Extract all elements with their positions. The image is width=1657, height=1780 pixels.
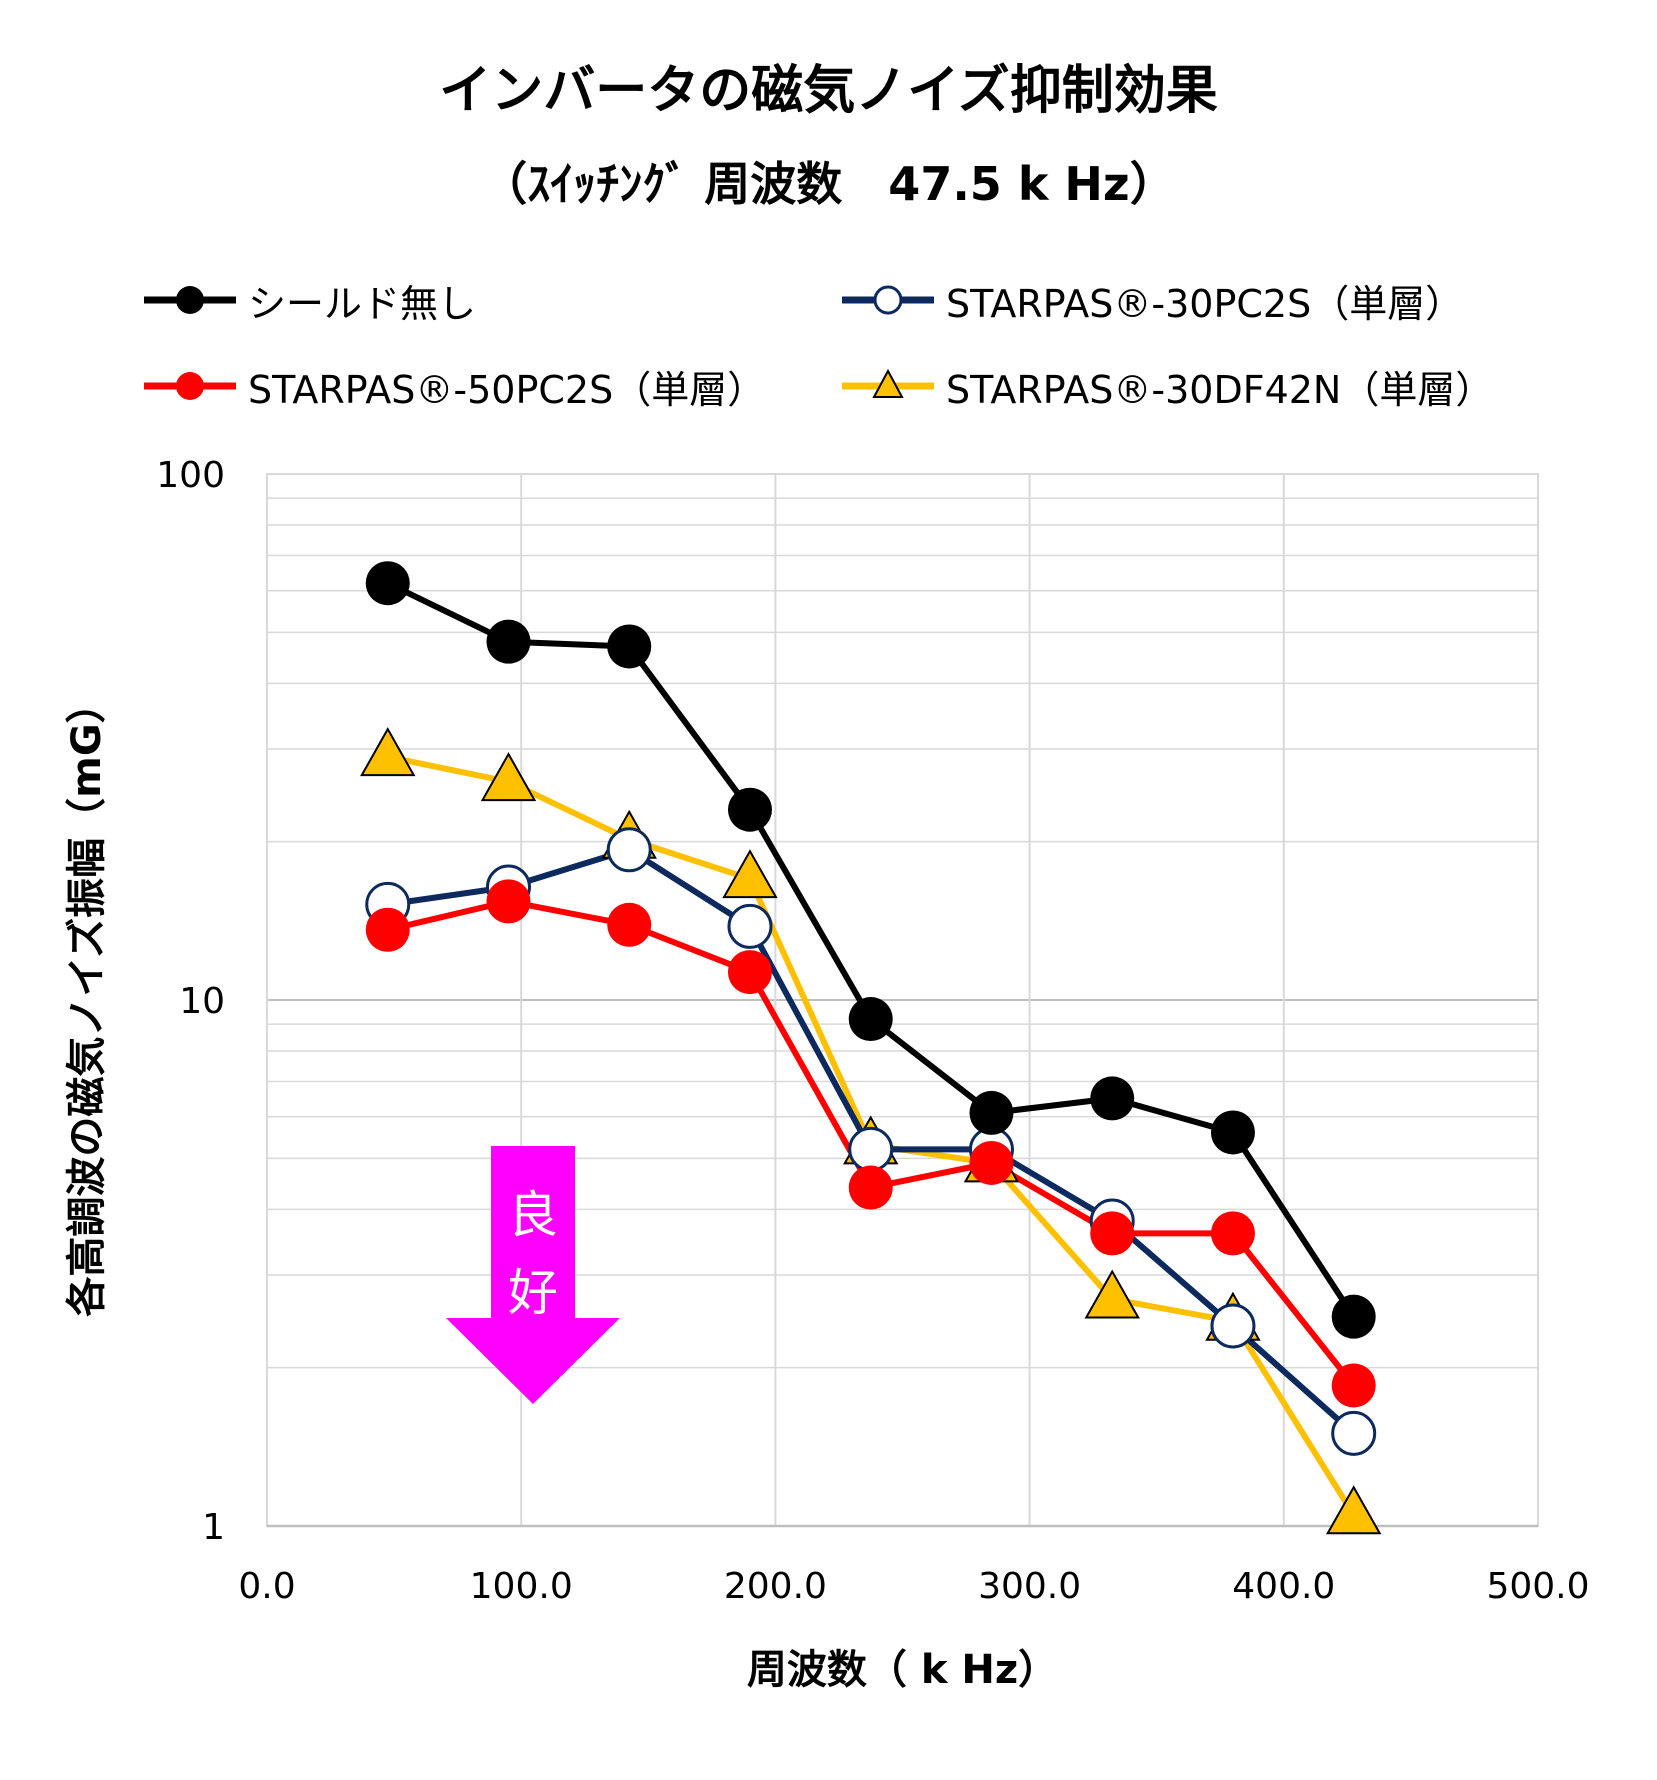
legend-marker-50pc2s: [144, 372, 236, 400]
legend-label-30df42n: STARPAS®-30DF42N（単層）: [946, 367, 1494, 412]
y-tick-label: 10: [179, 981, 225, 1022]
data-point-series-3: [480, 752, 537, 802]
data-point-series-0: [607, 624, 652, 669]
data-point-series-1: [1210, 1303, 1256, 1349]
legend-item-no-shield: シールド無し: [140, 270, 476, 330]
data-point-series-1: [606, 827, 652, 873]
good-direction-arrow: 良 好: [446, 1146, 620, 1404]
legend-marker-30df42n: [842, 368, 934, 398]
data-point-series-2: [727, 950, 772, 995]
data-point-series-3: [360, 727, 416, 777]
data-point-series-1: [848, 1126, 894, 1172]
data-point-series-1: [727, 903, 773, 949]
chart-subtitle: （ｽｲｯﾁﾝｸﾞ 周波数 47.5 k Hz）: [481, 157, 1176, 211]
legend-marker-30pc2s: [842, 285, 934, 315]
y-tick-labels: 1 10 100: [156, 455, 225, 1548]
chart-title: インバータの磁気ノイズ抑制効果: [439, 61, 1218, 121]
data-point-series-2: [607, 902, 652, 947]
data-point-series-0: [486, 619, 531, 664]
data-point-series-3: [1325, 1485, 1382, 1535]
legend-item-30pc2s: STARPAS®-30PC2S（単層）: [838, 270, 1463, 330]
data-point-series-0: [727, 787, 772, 832]
data-point-series-2: [969, 1140, 1014, 1185]
y-axis-title: 各高調波の磁気ノイズ振幅（mG）: [64, 683, 110, 1316]
data-point-series-0: [848, 997, 893, 1042]
arrow-label-1: 良: [508, 1186, 558, 1244]
data-point-series-0: [969, 1090, 1014, 1135]
data-point-series-3: [1084, 1269, 1140, 1319]
data-point-series-2: [848, 1165, 893, 1210]
y-tick-label: 1: [202, 1507, 225, 1548]
legend-label-50pc2s: STARPAS®-50PC2S（単層）: [248, 367, 766, 412]
x-tick-label: 0.0: [238, 1566, 295, 1607]
data-point-series-1: [1331, 1410, 1377, 1456]
legend-marker-no-shield: [144, 286, 236, 314]
data-point-series-0: [365, 561, 410, 606]
series-layer: [360, 561, 1382, 1535]
data-point-series-0: [1210, 1110, 1255, 1155]
data-point-series-2: [365, 907, 410, 952]
data-point-series-2: [486, 879, 531, 924]
x-tick-labels: 0.0 100.0 200.0 300.0 400.0 500.0: [238, 1566, 1589, 1607]
x-tick-label: 400.0: [1232, 1566, 1335, 1607]
data-point-series-3: [722, 849, 778, 899]
down-arrow-icon: [446, 1146, 620, 1404]
y-tick-label: 100: [156, 455, 225, 496]
x-axis-title: 周波数（ k Hz）: [747, 1647, 1058, 1693]
data-point-series-2: [1210, 1211, 1255, 1256]
data-point-series-2: [1090, 1211, 1135, 1256]
x-tick-label: 300.0: [978, 1566, 1081, 1607]
x-tick-label: 200.0: [724, 1566, 827, 1607]
x-tick-label: 500.0: [1486, 1566, 1589, 1607]
data-point-series-0: [1090, 1076, 1135, 1121]
legend-label-30pc2s: STARPAS®-30PC2S（単層）: [946, 281, 1464, 326]
arrow-label-2: 好: [508, 1264, 558, 1322]
legend-item-30df42n: STARPAS®-30DF42N（単層）: [838, 356, 1493, 416]
data-point-series-0: [1331, 1294, 1376, 1339]
x-tick-label: 100.0: [470, 1566, 573, 1607]
data-point-series-2: [1331, 1363, 1376, 1408]
legend-item-50pc2s: STARPAS®-50PC2S（単層）: [140, 356, 765, 416]
legend-label-no-shield: シールド無し: [248, 281, 477, 326]
